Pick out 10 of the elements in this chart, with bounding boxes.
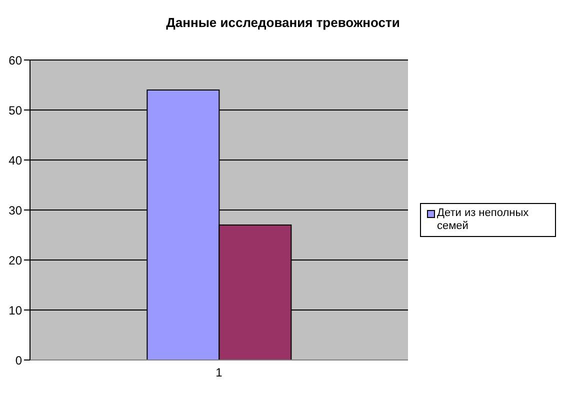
y-tick-label: 50 [8, 103, 22, 118]
y-tick-label: 0 [15, 353, 22, 368]
legend-label: Дети из неполных семей [437, 207, 530, 233]
y-tick-label: 10 [8, 303, 22, 318]
y-tick-label: 20 [8, 253, 22, 268]
chart-title: Данные исследования тревожности [165, 15, 401, 30]
y-tick-label: 40 [8, 153, 22, 168]
x-tick-label: 1 [216, 366, 223, 380]
y-tick-label: 60 [8, 53, 22, 68]
y-tick-label: 30 [8, 203, 22, 218]
